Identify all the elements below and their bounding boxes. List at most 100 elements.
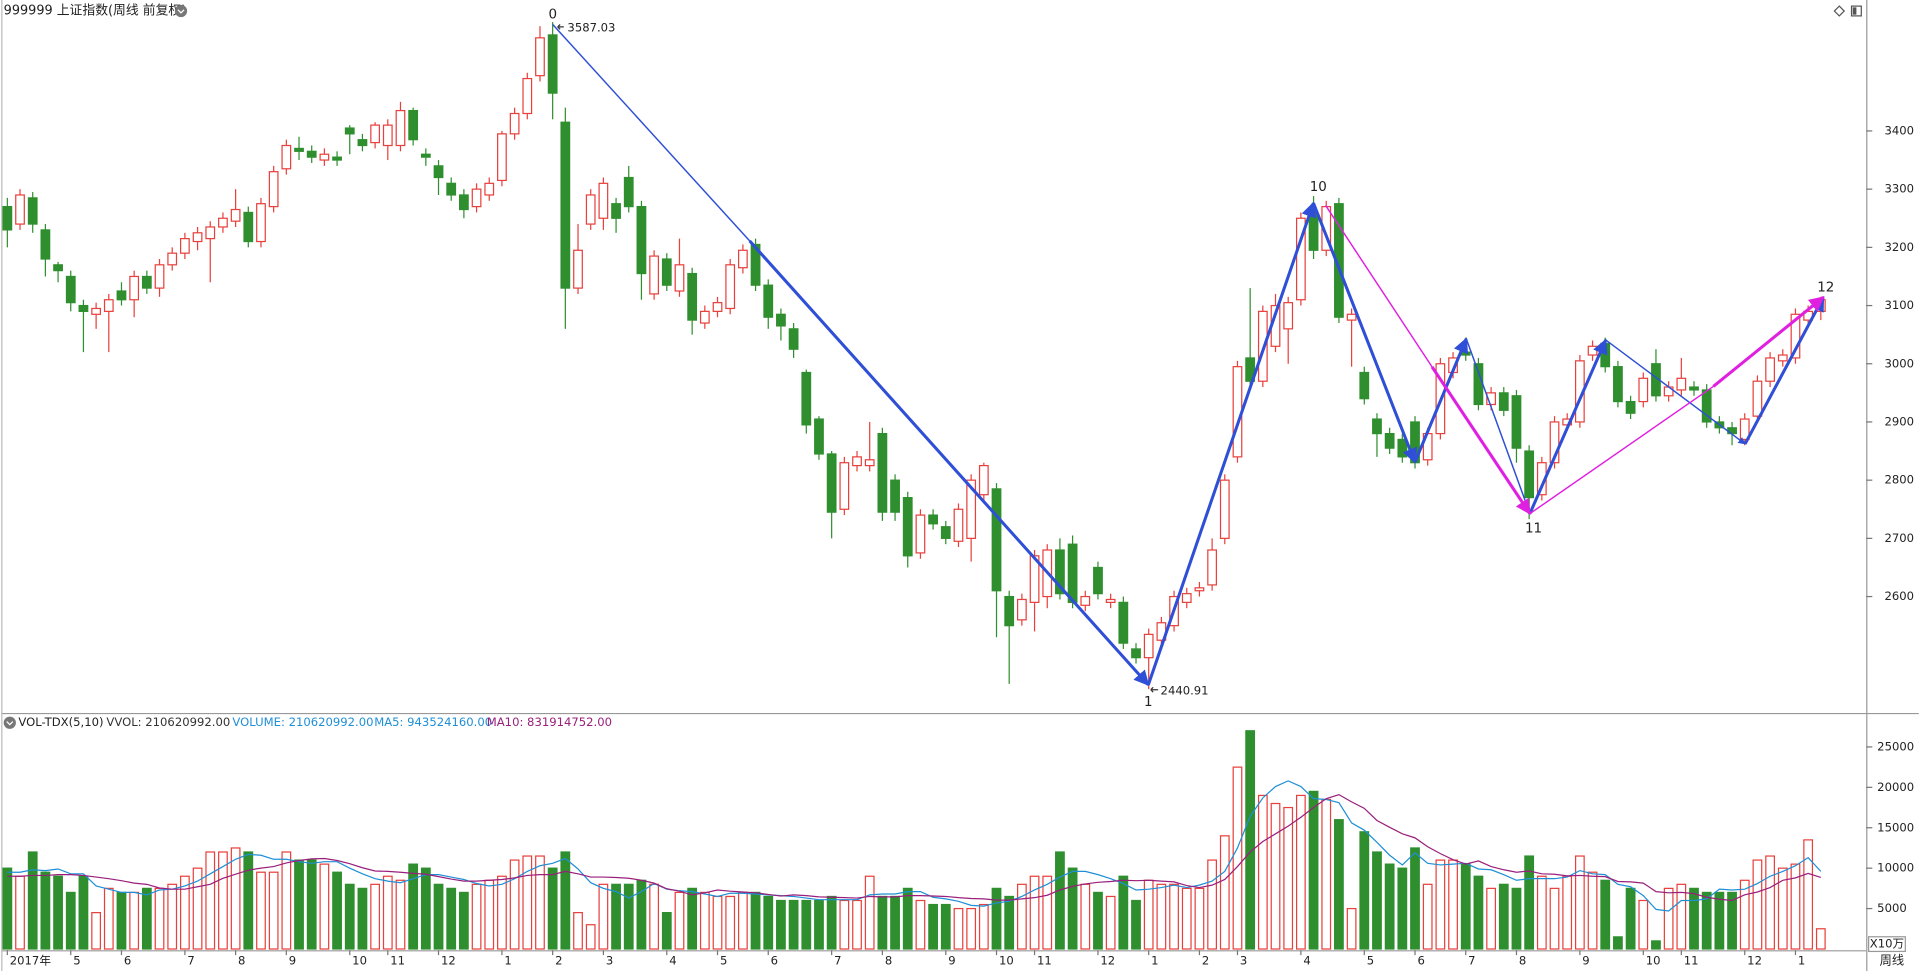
y-tick-label: 3400 [1885, 123, 1915, 137]
x-tick-label: 11 [390, 954, 405, 968]
candle-body [205, 226, 216, 240]
candle-body [1498, 392, 1509, 411]
candle-body [1765, 357, 1775, 382]
candle-body [1689, 386, 1699, 391]
volume-bar [598, 883, 609, 950]
volume-bar [636, 879, 647, 950]
wave-label: 11 [1525, 521, 1542, 536]
volume-bar [535, 855, 545, 950]
volume-bar [978, 903, 989, 950]
menu-icon[interactable] [174, 4, 188, 18]
unit-box [1868, 936, 1906, 953]
window-icon[interactable] [1850, 5, 1862, 17]
volume-bar [53, 875, 63, 950]
candle-body [129, 275, 140, 301]
volume-bar [458, 891, 469, 950]
window-icon-fill [1852, 7, 1857, 15]
volume-bar [712, 895, 723, 950]
volume-bar [1549, 887, 1560, 950]
volume-bar [750, 891, 761, 950]
wave-line [552, 23, 751, 242]
volume-bar [1372, 851, 1382, 950]
volume-bar [1600, 879, 1611, 950]
volume-bar [319, 863, 330, 950]
wave-lines [552, 23, 1825, 693]
wave-line [1146, 201, 1317, 686]
x-tick-label: 3 [606, 954, 613, 968]
candle-body [1752, 380, 1763, 417]
candle-body [1549, 421, 1560, 464]
legend-item: MA10: 831914752.00 [487, 715, 612, 729]
ma-line [7, 793, 1822, 902]
x-tick-label: 12 [1100, 954, 1115, 968]
candle-body [1359, 371, 1370, 400]
candle-body [167, 252, 178, 266]
x-tick-label: 6 [771, 954, 778, 968]
x-tick-label: 1 [1151, 954, 1158, 968]
candle-body [928, 514, 938, 525]
price-annotation: 3587.03 [567, 21, 615, 35]
volume-bar [129, 891, 140, 950]
volume-bar [332, 871, 342, 950]
volume-bar [1803, 839, 1814, 950]
volume-bar [1524, 855, 1535, 950]
volume-bar [116, 891, 127, 950]
volume-bar [573, 912, 583, 950]
volume-bar [1308, 790, 1319, 950]
volume-bar [902, 887, 913, 950]
period-label[interactable]: 周线 [1880, 954, 1904, 968]
menu-icon[interactable] [3, 716, 16, 729]
candle-body [471, 188, 482, 208]
x-tick-label: 9 [948, 954, 955, 968]
y-tick-label: 2900 [1885, 414, 1915, 428]
candle-body [1625, 400, 1636, 414]
pointer-arrow [557, 24, 564, 30]
volume-bar [1105, 895, 1116, 950]
candle-body [1676, 377, 1687, 391]
candle-body [218, 217, 228, 228]
volume-bar [1613, 936, 1623, 950]
candle-body [1790, 313, 1801, 359]
volume-bar [1701, 891, 1712, 950]
volume-bar [1334, 819, 1344, 950]
candle-body [953, 508, 964, 542]
volume-bar [27, 851, 38, 950]
candle-body [1384, 432, 1395, 449]
wave-line [1529, 385, 1714, 515]
y-tick-label: 3000 [1885, 356, 1915, 370]
volume-bar [2, 867, 13, 950]
candle-body [1308, 211, 1319, 251]
volume-bar [281, 851, 292, 950]
candle-body [344, 127, 355, 135]
volume-bar [1473, 875, 1484, 950]
volume-bar [1815, 928, 1826, 950]
x-tick-label: 2 [555, 954, 562, 968]
x-tick-label: 9 [1582, 954, 1589, 968]
x-tick-label: 7 [834, 954, 841, 968]
legend-item: MA5: 943524160.00 [374, 715, 492, 729]
volume-bar [1080, 883, 1091, 950]
candle-body [370, 124, 381, 144]
y-tick-label: 2700 [1885, 531, 1915, 545]
candle-body [1372, 418, 1382, 435]
x-tick-label: 1 [1798, 954, 1805, 968]
volume-bar [991, 887, 1002, 950]
volume-bar [1714, 891, 1725, 950]
candle-body [1613, 366, 1623, 403]
diamond-icon[interactable] [1833, 5, 1846, 17]
x-tick-label: 8 [238, 954, 245, 968]
volume-bar [205, 851, 216, 950]
plot: 2017年 5 6 7 8 9 10 11 12 1 2 3 4 5 6 7 8 9 10 11 12 1 2 3 4 5 6 7 8 9… [2, 22, 1915, 968]
candle-body [535, 37, 545, 77]
x-tick-label: 9 [289, 954, 296, 968]
candle-body [103, 299, 114, 312]
volume-bar [1727, 891, 1737, 950]
volume-bar [1359, 831, 1370, 950]
volume-bar [1270, 802, 1281, 950]
wave-label: 1 [1144, 695, 1153, 710]
volume-bar [497, 875, 507, 950]
volume-bar [1245, 730, 1256, 950]
candle-body [877, 432, 888, 513]
candle-body [1245, 357, 1256, 382]
volume-bar [408, 863, 419, 950]
